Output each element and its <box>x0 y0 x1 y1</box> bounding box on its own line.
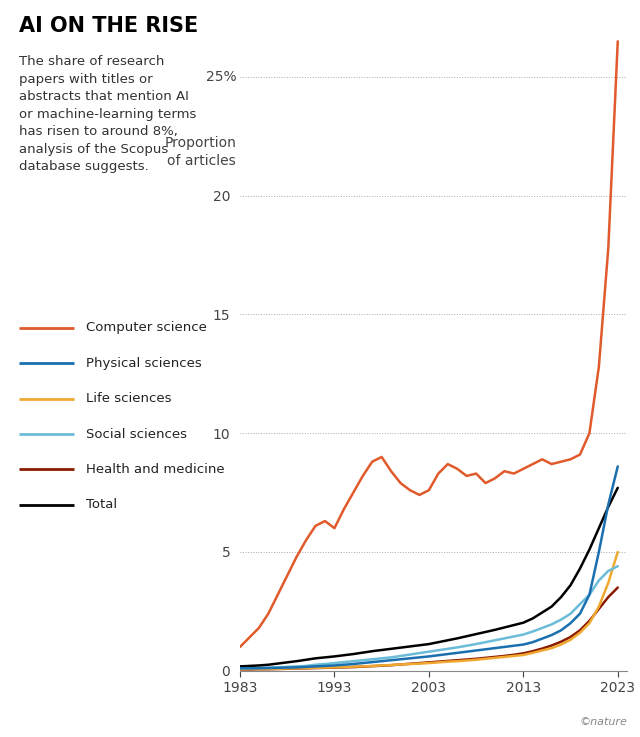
Text: AI ON THE RISE: AI ON THE RISE <box>19 16 198 36</box>
Text: Physical sciences: Physical sciences <box>86 357 202 370</box>
Text: ©nature: ©nature <box>579 717 627 727</box>
Text: Life sciences: Life sciences <box>86 392 172 405</box>
Text: The share of research
papers with titles or
abstracts that mention AI
or machine: The share of research papers with titles… <box>19 55 196 173</box>
Text: Computer science: Computer science <box>86 321 207 335</box>
Text: Social sciences: Social sciences <box>86 427 188 441</box>
Text: Health and medicine: Health and medicine <box>86 463 225 476</box>
Text: 25%: 25% <box>205 70 236 84</box>
Text: Total: Total <box>86 498 118 511</box>
Text: Proportion
of articles: Proportion of articles <box>164 136 236 167</box>
